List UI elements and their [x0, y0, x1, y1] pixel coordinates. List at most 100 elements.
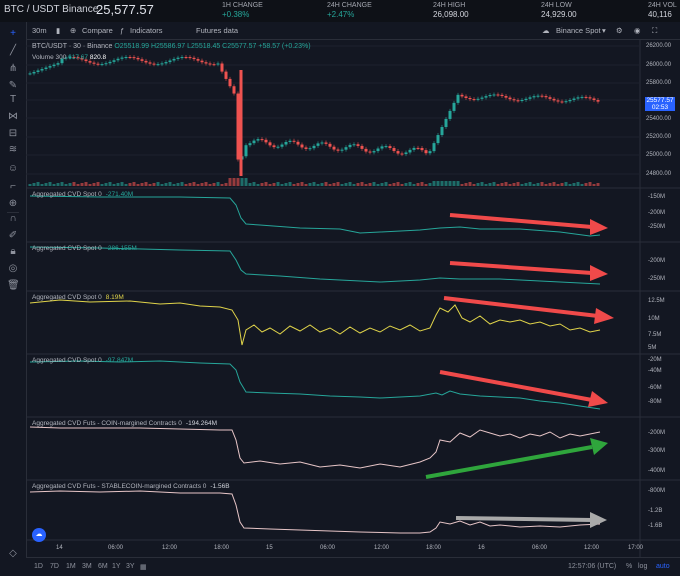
stat-24h-change: 24H CHANGE +2.47%: [327, 2, 372, 19]
volume-bar: [596, 183, 600, 186]
brush-icon[interactable]: ✎: [8, 80, 18, 91]
indicator-axis-tick: 12.5M: [648, 298, 665, 304]
ruler-icon[interactable]: ⌐: [10, 181, 16, 192]
magnet-icon[interactable]: ∩: [7, 212, 19, 225]
cvd-futs-stablecoin-line: [29, 490, 601, 534]
lock-icon[interactable]: 🔒︎: [10, 246, 16, 257]
range-3y[interactable]: 3Y: [126, 563, 135, 570]
volume-bar: [96, 182, 100, 186]
volume-bar: [164, 183, 168, 186]
volume-bar: [264, 182, 268, 186]
price-candles: [28, 54, 600, 176]
fullscreen-icon[interactable]: ⛶: [652, 26, 658, 35]
volume-bar: [276, 182, 280, 186]
trend-line-icon[interactable]: ╱: [9, 45, 17, 56]
cloud-icon[interactable]: ☁: [542, 26, 550, 35]
current-price: 25,577.57: [96, 2, 154, 17]
cvd-spot-line-2: [29, 246, 601, 285]
volume-bar: [396, 182, 400, 186]
time-tick: 12:00: [162, 545, 178, 551]
range-3m[interactable]: 3M: [82, 563, 92, 570]
indicator-legend: Aggregated CVD Spot 0 -286.155M: [32, 245, 137, 252]
stat-1h-change: 1H CHANGE +0.38%: [222, 2, 263, 19]
volume-bar: [524, 183, 528, 186]
source-select[interactable]: Binance Spot: [556, 26, 601, 35]
indicator-axis-tick: -300M: [648, 448, 666, 454]
time-tick: 12:00: [374, 545, 390, 551]
crosshair-icon[interactable]: +: [10, 28, 16, 39]
log-scale-toggle[interactable]: log: [638, 563, 648, 570]
volume-bar: [484, 184, 488, 186]
indicator-axis-tick: -400M: [648, 468, 666, 474]
indicator-axis-tick: -250M: [648, 224, 666, 230]
clock-readout[interactable]: 12:57:06 (UTC): [568, 563, 617, 570]
gear-icon[interactable]: ⚙: [616, 26, 623, 35]
main-legend: BTC/USDT · 30 · Binance O25518.99 H25586…: [32, 43, 311, 50]
volume-bar: [364, 184, 368, 186]
volume-bar: [308, 183, 312, 186]
trash-icon[interactable]: 🗑︎: [7, 280, 20, 291]
volume-bar: [360, 182, 364, 186]
volume-bar: [456, 181, 460, 186]
volume-bar: [376, 184, 380, 186]
volume-bar: [520, 184, 524, 186]
percent-scale-toggle[interactable]: %: [626, 563, 633, 570]
volume-bar: [420, 182, 424, 186]
chevron-down-icon[interactable]: ▾: [602, 26, 606, 35]
compare-icon[interactable]: ⊕: [70, 26, 77, 35]
volume-bar: [368, 183, 372, 186]
volume-bar: [228, 178, 232, 186]
volume-bar: [428, 183, 432, 186]
volume-bar: [176, 183, 180, 186]
volume-bar: [472, 184, 476, 186]
pattern-icon[interactable]: ⋈: [8, 111, 18, 122]
volume-bar: [416, 183, 420, 186]
forecast-icon[interactable]: ≋: [8, 144, 18, 155]
interval-button[interactable]: 30m: [32, 26, 47, 35]
volume-bar: [564, 182, 568, 186]
measure-icon[interactable]: ⊟: [8, 128, 18, 139]
volume-bar: [172, 184, 176, 186]
price-tick: 25800.00: [646, 80, 672, 86]
volume-bar: [48, 182, 52, 186]
candle-type-icon[interactable]: ▮: [56, 26, 61, 35]
tradingview-logo-icon[interactable]: ☁: [32, 528, 46, 542]
auto-scale-toggle[interactable]: auto: [656, 563, 670, 570]
volume-bar: [92, 183, 96, 186]
text-icon[interactable]: T: [9, 94, 17, 105]
volume-bar: [124, 184, 128, 186]
volume-bar: [156, 182, 160, 186]
calendar-icon[interactable]: ▦: [140, 564, 147, 571]
range-6m[interactable]: 6M: [98, 563, 108, 570]
volume-bar: [468, 182, 472, 186]
camera-icon[interactable]: ◉: [634, 26, 641, 35]
volume-bar: [88, 184, 92, 186]
volume-bar: [272, 183, 276, 186]
volume-bar: [404, 183, 408, 186]
zoom-in-icon[interactable]: ⊕: [8, 198, 18, 209]
volume-bar: [56, 183, 60, 186]
volume-bar: [112, 184, 116, 186]
stay-drawing-icon[interactable]: ✐: [8, 230, 18, 241]
layers-icon[interactable]: ◇: [9, 548, 17, 559]
indicators-icon[interactable]: ƒ: [120, 26, 125, 35]
volume-bar: [140, 183, 144, 186]
range-1d[interactable]: 1D: [34, 563, 43, 570]
volume-bar: [284, 183, 288, 186]
icons-icon[interactable]: ☺: [7, 163, 19, 174]
volume-bar: [504, 182, 508, 186]
futures-data-button[interactable]: Futures data: [196, 26, 239, 35]
range-7d[interactable]: 7D: [50, 563, 59, 570]
volume-bar: [352, 184, 356, 186]
range-1y[interactable]: 1Y: [112, 563, 121, 570]
eye-icon[interactable]: ◎: [8, 263, 18, 274]
indicators-button[interactable]: Indicators: [130, 26, 163, 35]
volume-bar: [212, 183, 216, 186]
symbol-title[interactable]: BTC / USDT Binance: [4, 4, 99, 15]
pitchfork-icon[interactable]: ⋔: [8, 63, 18, 74]
volume-bar: [392, 183, 396, 186]
range-1m[interactable]: 1M: [66, 563, 76, 570]
volume-bar: [384, 182, 388, 186]
compare-button[interactable]: Compare: [82, 26, 113, 35]
